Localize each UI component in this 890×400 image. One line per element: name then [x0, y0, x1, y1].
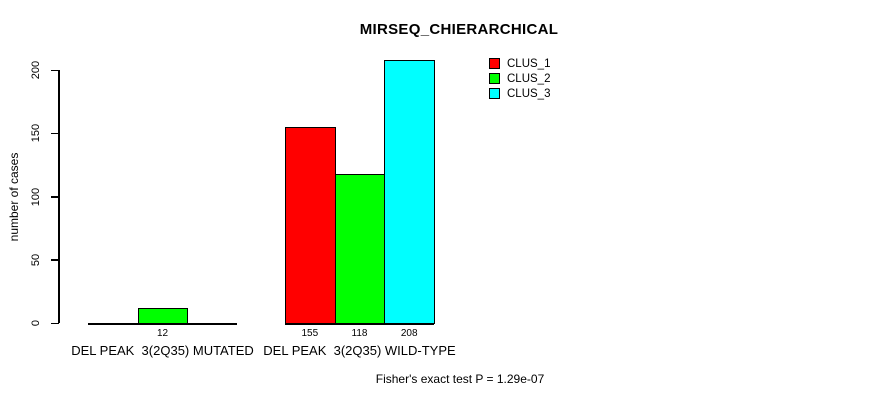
stat-annotation: Fisher's exact test P = 1.29e-07 — [375, 372, 545, 386]
y-axis-tick — [51, 196, 59, 198]
legend-row: CLUS_1 — [489, 56, 550, 71]
legend-row: CLUS_3 — [489, 86, 550, 101]
y-axis-tick — [51, 132, 59, 135]
y-axis-tick — [51, 322, 59, 324]
y-axis-tick — [51, 69, 59, 71]
legend-label: CLUS_3 — [507, 87, 551, 100]
group-label: DEL PEAK 3(2Q35) WILD-TYPE — [263, 343, 456, 358]
legend-label: CLUS_2 — [507, 72, 551, 85]
y-axis-tick — [51, 259, 59, 261]
legend-swatch-clus_3 — [489, 88, 500, 99]
legend-swatch-clus_1 — [489, 58, 500, 69]
bar-value-label: 118 — [351, 328, 368, 339]
y-axis-tick-label: 200 — [30, 60, 42, 80]
bar-clus_1 — [285, 127, 336, 324]
y-axis-tick-label: 50 — [30, 253, 42, 266]
bar-value-label: 12 — [156, 328, 169, 339]
legend-row: CLUS_2 — [489, 71, 550, 86]
legend: CLUS_1 CLUS_2 CLUS_3 — [489, 56, 550, 101]
y-axis-tick-label: 100 — [30, 187, 42, 206]
bar-clus_3 — [384, 60, 435, 324]
bar-value-label: 155 — [301, 328, 319, 339]
y-axis-tick-label: 150 — [30, 124, 42, 143]
bar-clus_2 — [335, 174, 385, 324]
legend-swatch-clus_2 — [489, 73, 500, 84]
bar-value-label: 208 — [400, 328, 418, 339]
chart-title: MIRSEQ_CHIERARCHICAL — [359, 21, 559, 38]
legend-label: CLUS_1 — [507, 57, 551, 70]
y-axis-title: number of cases — [7, 152, 21, 242]
group-label: DEL PEAK 3(2Q35) MUTATED — [71, 343, 254, 358]
bar-clus_2 — [138, 308, 188, 324]
